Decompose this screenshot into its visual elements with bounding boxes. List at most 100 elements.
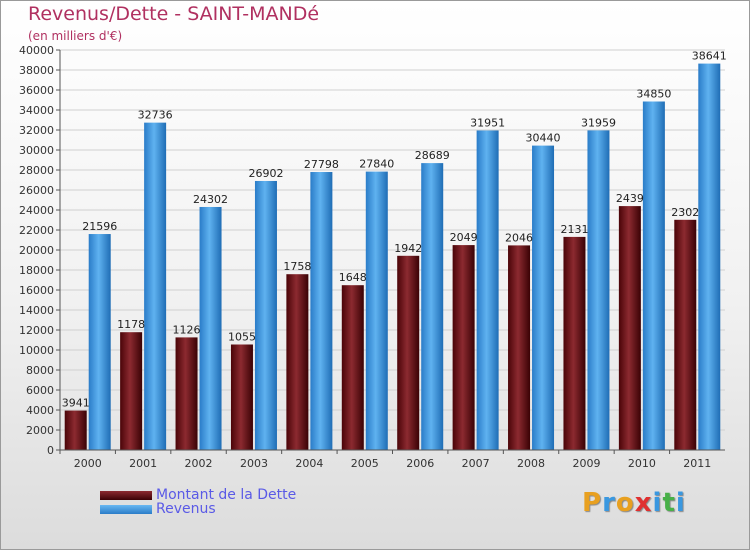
x-tick-label: 2006	[406, 457, 434, 470]
value-label-dette: 1178	[117, 318, 145, 331]
x-tick-label: 2011	[683, 457, 711, 470]
legend-label-revenus: Revenus	[156, 501, 216, 517]
value-label-revenus: 21596	[82, 220, 117, 233]
legend-swatch-revenus	[100, 504, 152, 514]
value-label-dette: 3941	[62, 397, 90, 410]
value-label-dette: 2131	[560, 223, 588, 236]
y-tick-label: 6000	[26, 384, 54, 397]
value-label-dette: 1055	[228, 331, 256, 344]
bar-dette	[64, 410, 87, 450]
bar-dette	[674, 219, 697, 450]
legend-label-dette: Montant de la Dette	[156, 487, 297, 503]
x-tick-label: 2009	[572, 457, 600, 470]
bar-revenus	[144, 122, 167, 450]
y-tick-label: 36000	[19, 84, 54, 97]
y-tick-label: 38000	[19, 64, 54, 77]
grid-layer	[60, 49, 725, 451]
value-label-revenus: 28689	[415, 149, 450, 162]
value-label-revenus: 38641	[692, 50, 727, 63]
value-label-dette: 1648	[339, 271, 367, 284]
y-tick-label: 18000	[19, 264, 54, 277]
logo-letter: P	[582, 488, 603, 518]
logo-letter: x	[634, 488, 653, 518]
x-tick-label: 2001	[129, 457, 157, 470]
bar-revenus	[587, 130, 610, 450]
value-label-revenus: 31951	[470, 116, 505, 129]
labels-layer: 3941 21596 1178 32736 1126 24302 1055 26902 1758…	[62, 50, 727, 410]
bar-revenus	[310, 172, 333, 450]
logo-letter: r	[602, 488, 616, 518]
bar-revenus	[532, 145, 555, 450]
y-tick-label: 22000	[19, 224, 54, 237]
value-label-revenus: 26902	[248, 167, 283, 180]
value-label-dette: 1942	[394, 242, 422, 255]
value-label-revenus: 27840	[359, 158, 394, 171]
proxiti-logo: Proxiti	[582, 488, 686, 518]
value-label-revenus: 30440	[526, 132, 561, 145]
y-tick-label: 14000	[19, 304, 54, 317]
y-tick-label: 34000	[19, 104, 54, 117]
value-label-revenus: 34850	[636, 88, 671, 101]
y-tick-label: 8000	[26, 364, 54, 377]
logo-letter: i	[675, 488, 686, 518]
x-tick-label: 2005	[351, 457, 379, 470]
bars-layer	[64, 63, 721, 451]
bar-dette	[452, 245, 475, 450]
value-label-dette: 1126	[173, 323, 201, 336]
bar-dette	[563, 236, 586, 450]
legend-swatch-dette	[100, 490, 152, 500]
value-label-revenus: 31959	[581, 116, 616, 129]
x-tick-label: 2008	[517, 457, 545, 470]
bar-revenus	[698, 63, 721, 451]
x-tick-label: 2010	[628, 457, 656, 470]
chart-subtitle: (en milliers d'€)	[28, 29, 123, 43]
x-tick-label: 2000	[74, 457, 102, 470]
value-label-revenus: 32736	[138, 109, 173, 122]
value-label-dette: 2302	[671, 206, 699, 219]
value-label-revenus: 27798	[304, 158, 339, 171]
value-label-dette: 2439	[616, 192, 644, 205]
bar-dette	[508, 245, 531, 450]
bar-revenus	[199, 206, 222, 450]
value-label-dette: 2049	[450, 231, 478, 244]
y-tick-label: 24000	[19, 204, 54, 217]
value-label-dette: 1758	[283, 260, 311, 273]
bar-dette	[175, 337, 198, 450]
bar-dette	[120, 332, 143, 450]
bar-dette	[230, 344, 253, 450]
logo-letter: i	[652, 488, 663, 518]
x-tick-label: 2004	[295, 457, 323, 470]
axis-layer: 0 2000 4000 6000 8000 10000 12000 14000 16000 180…	[19, 44, 725, 470]
legend-item-revenus: Revenus	[100, 501, 216, 517]
value-label-dette: 2046	[505, 231, 533, 244]
logo-letter: t	[662, 488, 676, 518]
y-tick-label: 28000	[19, 164, 54, 177]
bar-revenus	[365, 171, 388, 450]
bar-revenus	[421, 163, 444, 451]
y-tick-label: 2000	[26, 424, 54, 437]
y-tick-label: 40000	[19, 44, 54, 57]
x-tick-label: 2003	[240, 457, 268, 470]
bar-dette	[341, 285, 364, 450]
x-tick-label: 2007	[462, 457, 490, 470]
y-tick-label: 4000	[26, 404, 54, 417]
y-tick-label: 30000	[19, 144, 54, 157]
logo-letter: o	[615, 488, 635, 518]
y-tick-label: 26000	[19, 184, 54, 197]
y-tick-label: 32000	[19, 124, 54, 137]
x-tick-label: 2002	[185, 457, 213, 470]
y-tick-label: 0	[47, 444, 54, 457]
y-tick-label: 10000	[19, 344, 54, 357]
bar-revenus	[476, 130, 499, 451]
bar-dette	[397, 255, 420, 450]
legend-item-dette: Montant de la Dette	[100, 487, 296, 503]
y-tick-label: 16000	[19, 284, 54, 297]
chart-title: Revenus/Dette - SAINT-MANDé	[28, 3, 320, 25]
bar-dette	[618, 206, 641, 450]
y-tick-label: 12000	[19, 324, 54, 337]
bar-dette	[286, 274, 309, 450]
value-label-revenus: 24302	[193, 193, 228, 206]
bar-revenus	[642, 101, 665, 450]
bar-revenus	[254, 180, 277, 451]
